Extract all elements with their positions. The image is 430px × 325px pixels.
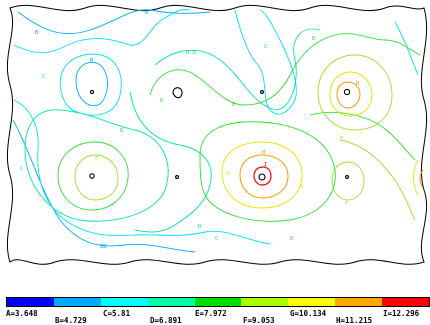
contour-level-D [24,28,321,233]
legend-label-G: G=10.134 [290,309,327,318]
svg-text:C: C [264,44,267,50]
svg-text:F: F [340,136,343,142]
svg-text:D: D [198,224,201,230]
color-legend-segment-0 [7,298,54,306]
svg-text:G: G [226,171,229,177]
svg-text:C: C [215,236,218,242]
contour-level-C [13,9,419,245]
contour-level-E [57,33,421,222]
svg-text:I: I [264,162,267,168]
contour-level-G [221,71,419,209]
svg-text:E: E [160,98,163,104]
svg-text:B: B [145,10,149,16]
color-legend-segment-2 [100,298,148,306]
color-legend-segment-5 [241,298,289,306]
legend-label-H: H=11.215 [336,316,373,325]
svg-text:D: D [120,128,123,134]
color-legend-segment-1 [53,298,101,306]
svg-text:E: E [290,236,293,242]
color-legend-segment-3 [147,298,195,306]
contour-level-H [239,81,424,199]
legend-label-D: D=6.891 [150,316,182,325]
svg-text:F: F [345,201,348,207]
svg-text:E: E [232,102,235,108]
svg-text:B: B [90,58,94,64]
color-legend-segment-6 [288,298,336,306]
svg-text:H: H [262,150,265,156]
legend-label-I: I=12.296 [383,309,420,318]
legend-label-E: E=7.972 [195,309,227,318]
color-legend-segment-4 [194,298,242,306]
svg-text:H: H [356,81,359,87]
contour-level-B [12,9,211,253]
legend-label-A: A=3.648 [6,309,38,318]
svg-text:BB: BB [100,244,107,250]
svg-text:C: C [42,74,45,80]
plot-border [6,4,428,265]
legend-label-F: F=9.053 [243,316,275,325]
svg-text:E: E [312,36,315,42]
svg-text:D D: D D [186,50,196,56]
color-legend-bar [6,297,430,307]
contour-minima [89,87,351,181]
contour-plot: B B BB B C C C C D D D D E E E E F F F G… [6,4,428,265]
svg-text:B: B [35,30,39,36]
legend-label-B: B=4.729 [55,316,87,325]
color-legend-segment-7 [335,298,383,306]
contour-labels: B B BB B C C C C D D D D E E E E F F F G… [20,10,359,250]
color-legend-segment-8 [382,298,430,306]
contour-level-I [253,166,272,186]
svg-text:F: F [95,156,98,162]
svg-text:C: C [20,166,23,172]
svg-text:G: G [300,184,303,190]
legend-label-C: C=5.81 [103,309,131,318]
contour-level-F [74,54,416,221]
